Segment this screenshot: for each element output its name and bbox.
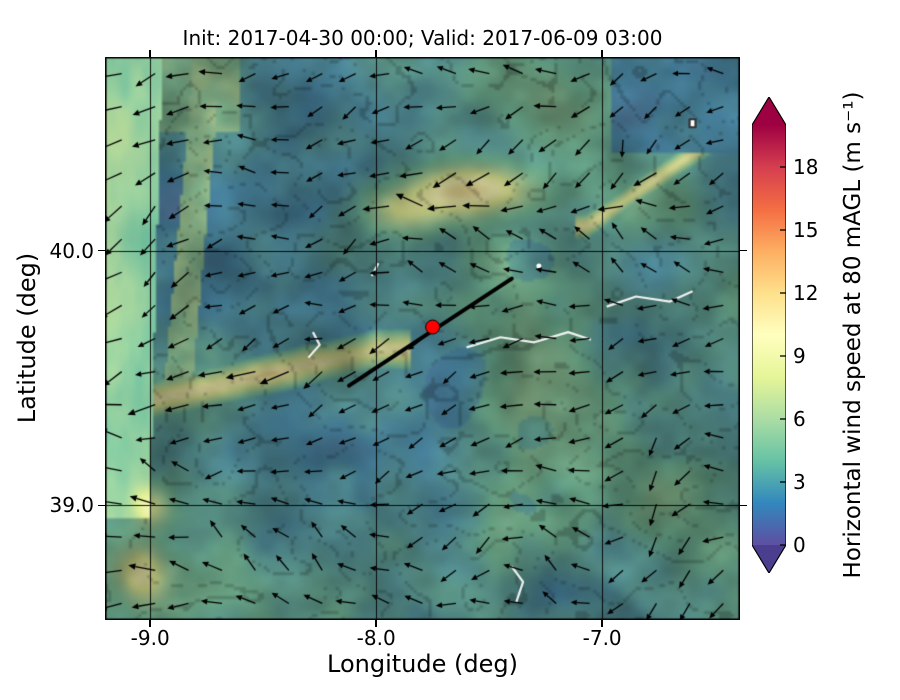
y-tick-mark — [98, 504, 105, 507]
plot-title: Init: 2017-04-30 00:00; Valid: 2017-06-0… — [182, 26, 663, 50]
colorbar-tick-label: 6 — [793, 407, 806, 431]
y-tick-label: 40.0 — [49, 238, 94, 263]
y-tick-mark — [98, 249, 105, 252]
x-tick-mark — [601, 620, 603, 627]
colorbar-tick-label: 15 — [793, 218, 819, 242]
y-tick-mark-right — [740, 249, 747, 252]
x-tick-label: -7.0 — [582, 626, 622, 650]
x-tick-mark — [375, 620, 377, 627]
x-axis-label: Longitude (deg) — [327, 650, 518, 678]
x-tick-mark-top — [601, 50, 603, 57]
colorbar-label: Horizontal wind speed at 80 mAGL (m s⁻¹) — [840, 91, 866, 579]
x-tick-mark-top — [149, 50, 151, 57]
colorbar-tick-label: 9 — [793, 344, 806, 368]
y-tick-label: 39.0 — [49, 493, 94, 518]
x-tick-label: -8.0 — [356, 626, 396, 650]
colorbar-tick-label: 12 — [793, 281, 819, 305]
x-tick-label: -9.0 — [130, 626, 170, 650]
y-axis-label: Latitude (deg) — [13, 252, 41, 424]
map-plot-area — [105, 57, 740, 620]
colorbar-tick-label: 0 — [793, 533, 806, 557]
x-tick-mark — [149, 620, 151, 627]
colorbar-svg — [751, 95, 787, 575]
x-tick-mark-top — [375, 50, 377, 57]
colorbar-tick-label: 18 — [793, 155, 819, 179]
colorbar-tick-label: 3 — [793, 470, 806, 494]
y-tick-mark-right — [740, 504, 747, 507]
wind-speed-map-canvas — [105, 57, 740, 620]
colorbar-gradient — [751, 95, 787, 575]
